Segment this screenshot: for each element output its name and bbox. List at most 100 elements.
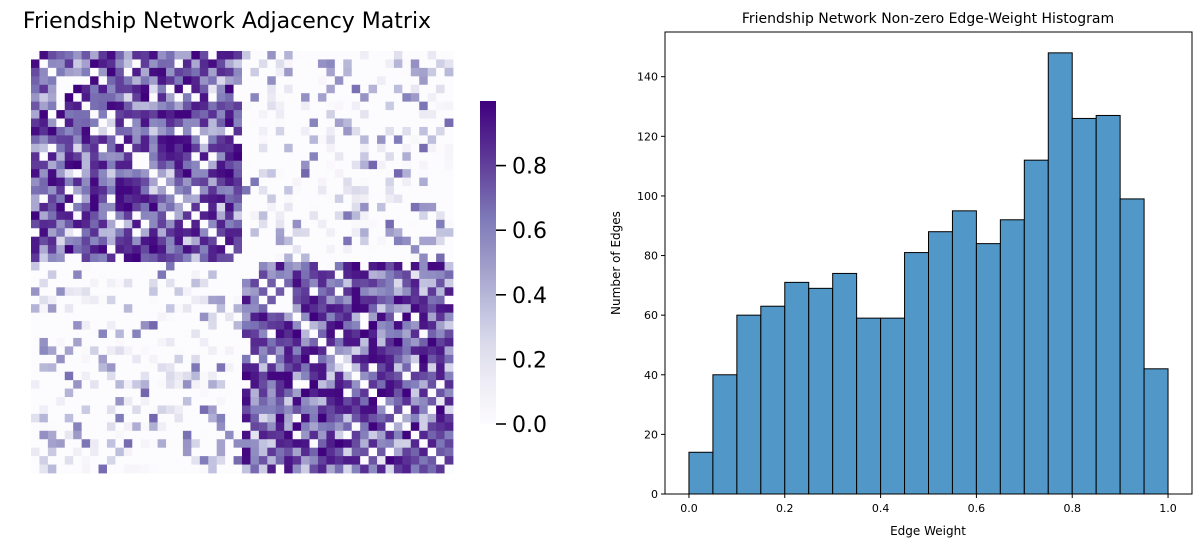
- heatmap-cell: [47, 219, 57, 229]
- heatmap-cell: [132, 169, 142, 178]
- heatmap-cell: [106, 101, 116, 111]
- heatmap-cell: [343, 262, 353, 271]
- heatmap-cell: [385, 430, 395, 440]
- heatmap-cell: [343, 464, 353, 474]
- heatmap-cell: [351, 413, 361, 423]
- heatmap-cell: [317, 456, 327, 465]
- heatmap-cell: [284, 177, 294, 187]
- heatmap-cell: [208, 304, 218, 314]
- heatmap-cell: [444, 295, 454, 305]
- heatmap-cell: [292, 202, 302, 212]
- heatmap-cell: [149, 59, 158, 69]
- heatmap-cell: [250, 304, 260, 314]
- heatmap-cell: [301, 447, 310, 457]
- heatmap-cell: [317, 312, 327, 322]
- heatmap-cell: [174, 93, 184, 103]
- heatmap-cell: [31, 51, 40, 60]
- heatmap-cell: [90, 397, 99, 406]
- heatmap-cell: [267, 447, 277, 457]
- heatmap-cell: [343, 354, 353, 364]
- heatmap-cell: [334, 228, 344, 238]
- heatmap-cell: [284, 337, 294, 347]
- heatmap-cell: [351, 456, 361, 465]
- heatmap-cell: [132, 447, 142, 457]
- heatmap-cell: [90, 101, 99, 111]
- heatmap-cell: [292, 262, 302, 271]
- heatmap-cell: [284, 101, 294, 111]
- heatmap-cell: [166, 228, 175, 238]
- heatmap-cell: [191, 363, 201, 373]
- heatmap-cell: [39, 295, 49, 305]
- heatmap-cell: [317, 110, 327, 119]
- heatmap-cell: [343, 337, 353, 347]
- heatmap-cell: [157, 93, 167, 103]
- heatmap-cell: [166, 219, 175, 229]
- heatmap-cell: [309, 219, 319, 229]
- heatmap-cell: [402, 430, 412, 440]
- heatmap-cell: [182, 304, 192, 314]
- heatmap-cell: [444, 270, 454, 280]
- heatmap-cell: [377, 110, 386, 119]
- heatmap-cell: [267, 337, 277, 347]
- heatmap-cell: [419, 101, 429, 111]
- heatmap-cell: [115, 101, 125, 111]
- heatmap-cell: [47, 295, 57, 305]
- heatmap-cell: [402, 405, 412, 415]
- heatmap-cell: [39, 405, 49, 415]
- heatmap-cell: [90, 346, 99, 356]
- heatmap-cell: [216, 439, 226, 449]
- heatmap-cell: [444, 253, 454, 263]
- heatmap-cell: [132, 152, 142, 162]
- heatmap-cell: [427, 397, 437, 406]
- heatmap-cell: [326, 329, 336, 339]
- heatmap-cell: [166, 439, 175, 449]
- heatmap-cell: [191, 422, 201, 432]
- heatmap-cell: [208, 354, 218, 364]
- heatmap-cell: [326, 287, 336, 297]
- heatmap-cell: [326, 101, 336, 111]
- heatmap-cell: [98, 354, 108, 364]
- heatmap-cell: [368, 177, 378, 187]
- heatmap-cell: [208, 363, 218, 373]
- heatmap-cell: [106, 270, 116, 280]
- heatmap-cell: [64, 211, 74, 221]
- histogram-bar: [904, 252, 929, 495]
- heatmap-cell: [419, 422, 429, 432]
- heatmap-cell: [275, 76, 285, 86]
- heatmap-cell: [174, 287, 184, 297]
- heatmap-cell: [140, 101, 150, 111]
- heatmap-cell: [444, 118, 454, 128]
- heatmap-cell: [39, 143, 49, 153]
- heatmap-cell: [326, 211, 336, 221]
- heatmap-cell: [393, 363, 403, 373]
- heatmap-cell: [31, 152, 40, 162]
- heatmap-cell: [275, 278, 285, 288]
- heatmap-cell: [199, 346, 209, 356]
- heatmap-cell: [115, 312, 125, 322]
- heatmap-cell: [199, 245, 209, 254]
- heatmap-cell: [216, 304, 226, 314]
- heatmap-cell: [174, 126, 184, 136]
- heatmap-cell: [351, 219, 361, 229]
- heatmap-cell: [216, 84, 226, 94]
- heatmap-cell: [123, 329, 133, 339]
- heatmap-cell: [292, 177, 302, 187]
- heatmap-cell: [73, 312, 83, 322]
- heatmap-cell: [90, 456, 99, 465]
- heatmap-cell: [242, 101, 251, 111]
- heatmap-cell: [410, 439, 420, 449]
- heatmap-cell: [208, 84, 218, 94]
- heatmap-cell: [242, 456, 251, 465]
- heatmap-cell: [81, 160, 91, 170]
- histogram-bar: [808, 287, 834, 495]
- heatmap-cell: [419, 278, 429, 288]
- heatmap-cell: [275, 464, 285, 474]
- heatmap-cell: [410, 84, 420, 94]
- heatmap-cell: [132, 456, 142, 465]
- heatmap-cell: [98, 236, 108, 246]
- heatmap-cell: [106, 118, 116, 128]
- heatmap-cell: [208, 439, 218, 449]
- heatmap-cell: [233, 236, 243, 246]
- heatmap-cell: [301, 67, 310, 77]
- heatmap-cell: [258, 253, 268, 263]
